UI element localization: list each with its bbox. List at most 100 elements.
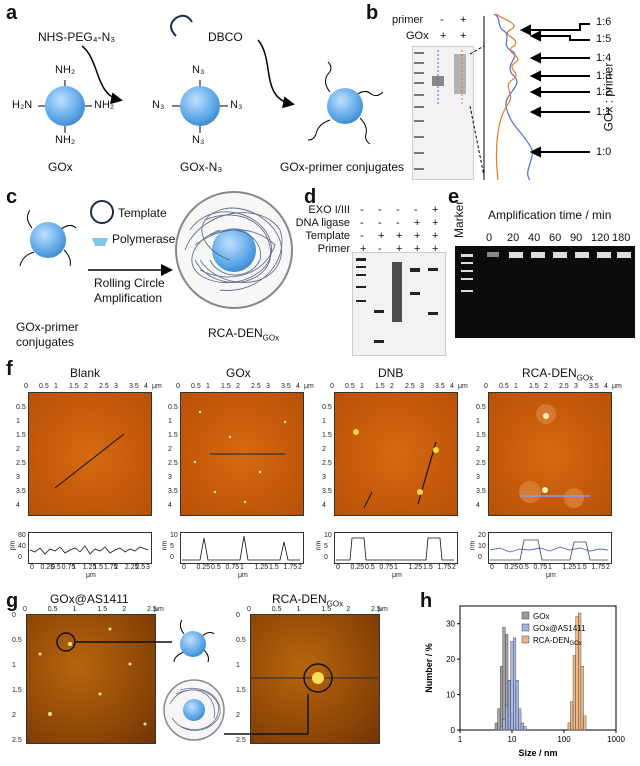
profile-x-tick: 2.5 — [135, 564, 146, 571]
afm-y-tick: 3.5 — [476, 488, 486, 495]
profile-x-tick: 1.75 — [591, 564, 606, 571]
d-row-sign: + — [378, 230, 385, 242]
profile-x-tick: 1.75 — [103, 564, 118, 571]
g-x-tick: 2.5 — [371, 606, 381, 613]
y-tick-label: 0 — [451, 726, 456, 735]
afm-y-tick: 0.5 — [168, 404, 178, 411]
ratio-1-5: 1:5 — [596, 33, 612, 45]
afm-g-overlays — [38, 619, 378, 741]
amp-time-label: 0 — [486, 232, 493, 244]
d-row-sign: - — [360, 230, 364, 242]
d-row-label: DNA ligase — [295, 217, 350, 229]
afm-y-tick: 1.5 — [168, 432, 178, 439]
f-title-dnb: DNB — [378, 366, 404, 380]
primer-row-label: primer — [392, 14, 424, 26]
profile-x-tick: 0 — [182, 564, 186, 571]
afm-y-tick: 0.5 — [476, 404, 486, 411]
afm-x-tick: 2.5 — [99, 383, 109, 390]
histogram-bar — [502, 627, 506, 731]
afm-blank — [28, 392, 152, 516]
label-gox: GOx — [48, 160, 73, 174]
afm-x-tick: 4 — [450, 383, 454, 390]
afm-x-tick: 0.5 — [345, 383, 355, 390]
afm-y-tick: 3 — [168, 474, 172, 481]
afm-x-tick: 2 — [390, 383, 394, 390]
d-row-sign: + — [396, 243, 403, 255]
histogram-bar — [515, 680, 519, 731]
afm-x-tick: 2.5 — [559, 383, 569, 390]
amp-time-label: 120 — [591, 232, 610, 244]
f-title-rca-den: RCA-DENGOx — [522, 366, 594, 383]
d-row-sign: + — [432, 217, 439, 229]
histogram-bar — [523, 726, 527, 731]
histogram-bar — [575, 616, 579, 731]
afm-y-tick: 2.5 — [168, 460, 178, 467]
amp-time-label: 40 — [528, 232, 541, 244]
h2n-left: H₂N — [12, 99, 33, 111]
histogram-bar — [510, 641, 514, 731]
ratio-1-4: 1:4 — [596, 52, 612, 64]
f-title-blank: Blank — [70, 366, 101, 380]
profile-x-tick: 0.5 — [365, 564, 375, 571]
afm-x-tick: 3.5 — [281, 383, 291, 390]
profile-x-tick: 1 — [394, 564, 398, 571]
afm-x-tick: 1 — [206, 383, 210, 390]
gox-sphere-3 — [307, 61, 384, 145]
profile-x-tick: 0.25 — [196, 564, 211, 571]
profile-y-tick: 0 — [324, 554, 328, 561]
afm-x-tick: 3 — [114, 383, 118, 390]
afm-x-tick: 1.5 — [375, 383, 385, 390]
g-x-tick: 0 — [23, 606, 27, 613]
d-row-sign: + — [432, 230, 439, 242]
gel-e-bands — [461, 252, 631, 292]
afm-y-tick: 2.5 — [322, 460, 332, 467]
g-x-tick: 1 — [72, 606, 77, 613]
g-y-tick: 0 — [236, 612, 240, 619]
profile-x-tick: 2 — [606, 564, 610, 571]
profile-unit: μm — [392, 572, 402, 579]
panel-h-letter: h — [420, 590, 433, 612]
profile-unit: μm — [238, 572, 248, 579]
afm-unit: μm — [458, 383, 468, 390]
profile-x-tick: 0.25 — [504, 564, 519, 571]
profile-y-tick: 80 — [18, 532, 26, 539]
profile-y-unit: nm — [469, 540, 477, 551]
x-tick-label: 10 — [508, 735, 517, 744]
afm-x-tick: 2.5 — [405, 383, 415, 390]
g-x-tick: 0 — [247, 606, 251, 613]
g-y-tick: 0 — [12, 612, 16, 619]
ratio-1-0: 1:0 — [596, 146, 612, 158]
afm-x-tick: 2 — [84, 383, 88, 390]
afm-x-tick: 0.5 — [191, 383, 201, 390]
d-row-sign: - — [378, 243, 382, 255]
ratio-1-3: 1:3 — [596, 70, 612, 82]
amp-time-label: 20 — [507, 232, 520, 244]
histogram-bar — [497, 708, 501, 731]
histogram-bar — [518, 708, 522, 731]
rca-label-1: Rolling Circle — [94, 276, 165, 290]
g-x-tick: 1.5 — [97, 606, 108, 613]
gox-primer-label-2: conjugates — [16, 335, 75, 349]
profile-x-tick: 0.5 — [519, 564, 529, 571]
profile-x-tick: 2 — [298, 564, 302, 571]
afm-f-overlays — [54, 404, 590, 509]
ratio-1-6: 1:6 — [596, 16, 612, 28]
label-gox-primer: GOx-primer conjugates — [280, 160, 405, 174]
panel-e-letter: e — [448, 186, 460, 208]
profile-y-unit: nm — [161, 540, 169, 551]
primer-sign-2: + — [460, 14, 467, 26]
afm-x-tick: 1 — [514, 383, 518, 390]
afm-y-tick: 1 — [476, 418, 480, 425]
histogram-bar — [505, 704, 509, 731]
panel-f-letter: f — [6, 358, 13, 380]
g-y-tick: 2 — [12, 712, 16, 719]
profile-y-tick: 40 — [18, 543, 26, 550]
g-y-tick: 2.5 — [236, 737, 246, 744]
afm-gox-as1411 — [26, 614, 156, 744]
profile-y-tick: 0 — [170, 554, 174, 561]
profile-y-tick: 10 — [478, 543, 486, 550]
label-gox-n3: GOx-N₃ — [180, 160, 223, 174]
afm-x-tick: 3 — [266, 383, 270, 390]
profile-x-tick: 1.5 — [269, 564, 279, 571]
d-row-sign: + — [360, 243, 367, 255]
